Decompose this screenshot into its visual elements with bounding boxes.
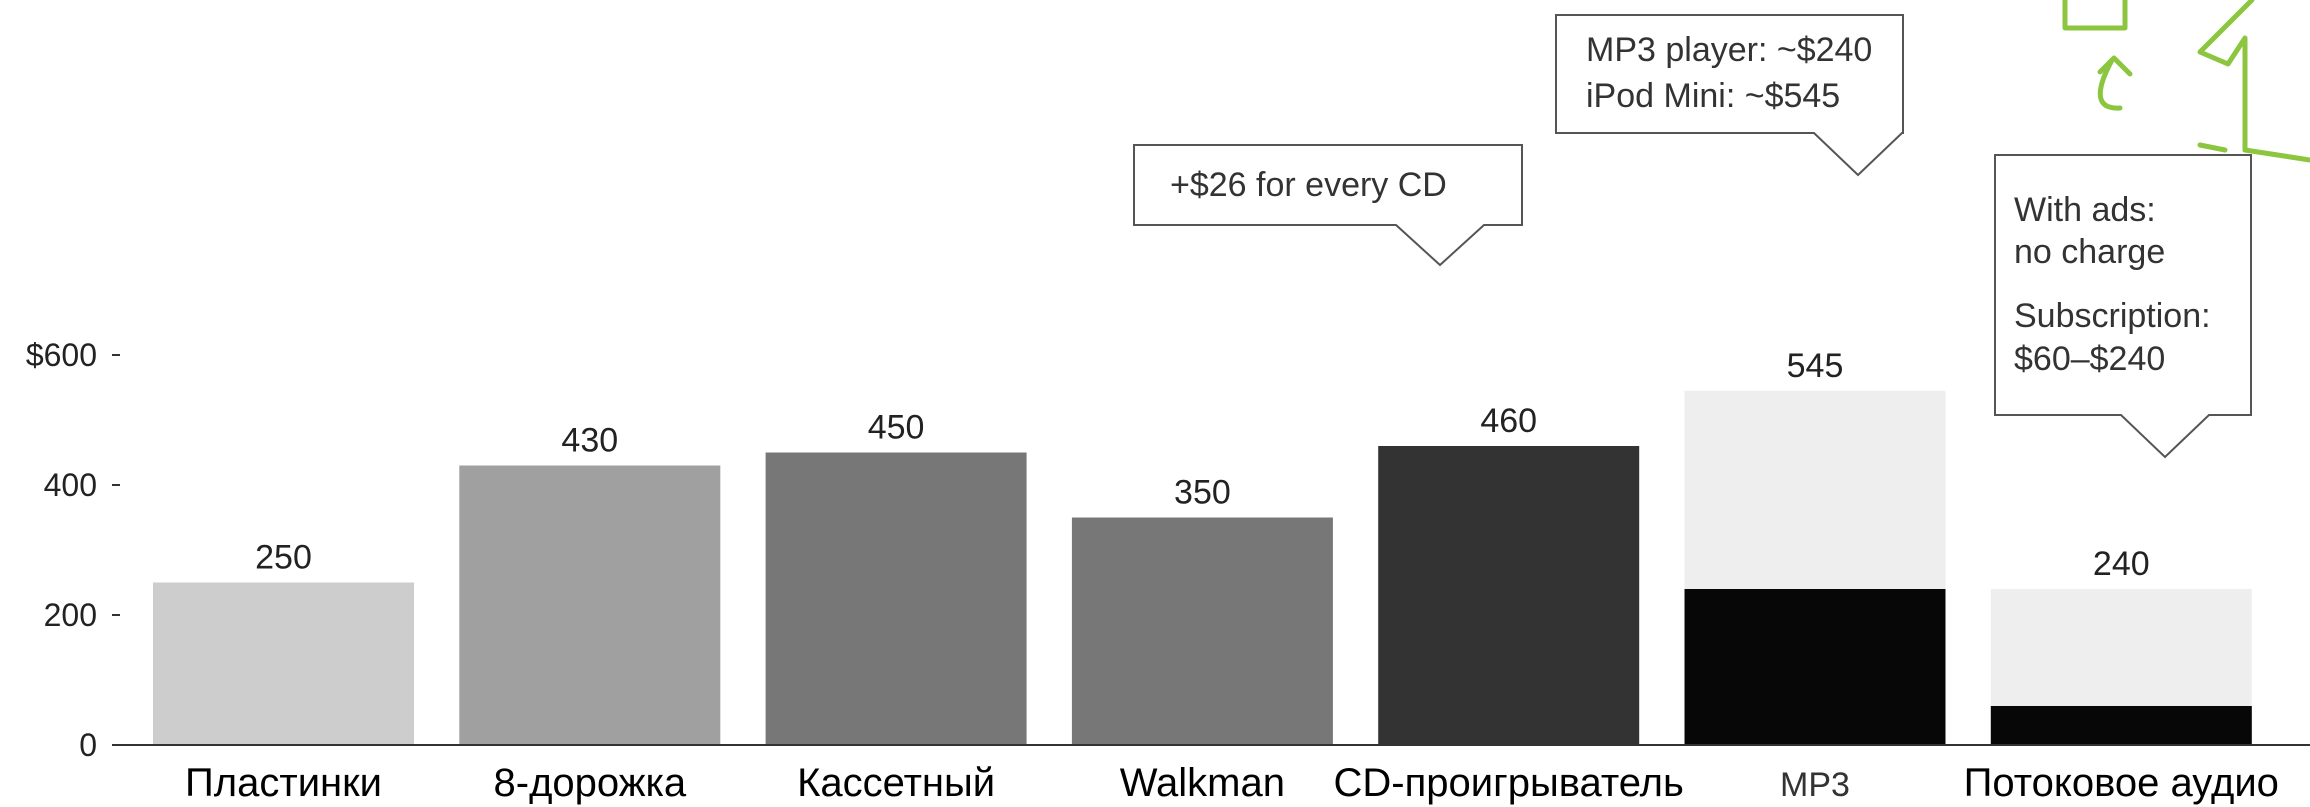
y-tick-label: 200 xyxy=(44,597,97,633)
value-label: 450 xyxy=(868,409,925,447)
callout-text: MP3 player: ~$240 xyxy=(1586,31,1872,69)
bar-кассетный xyxy=(765,452,1027,745)
callout-потоковое-аудио: With ads: no charge Subscription: $60–$240 xyxy=(1994,154,2252,459)
category-label: CD-проигрыватель xyxy=(1334,761,1684,805)
bar-walkman xyxy=(1071,517,1333,745)
callouts: +$26 for every CD MP3 player: ~$240 iPod M… xyxy=(1133,14,2252,459)
category-label: Walkman xyxy=(1120,761,1285,805)
bars xyxy=(153,390,2252,745)
callout-text: $60–$240 xyxy=(2014,340,2165,378)
value-label: 545 xyxy=(1787,347,1844,385)
callout-mp3: MP3 player: ~$240 iPod Mini: ~$545 xyxy=(1555,14,1904,177)
callout-box xyxy=(1994,154,2252,459)
callout-box xyxy=(1555,14,1904,177)
callout-text: iPod Mini: ~$545 xyxy=(1586,77,1840,115)
y-tick-label: $600 xyxy=(26,337,97,373)
bar-base-mp3 xyxy=(1684,589,1946,745)
callout-cd-проигрыватель: +$26 for every CD xyxy=(1133,144,1523,267)
category-labels: Пластинки 8-дорожка Кассетный Walkman CD-про… xyxy=(185,761,2279,805)
callout-text: With ads: xyxy=(2014,191,2156,229)
value-label: 460 xyxy=(1480,402,1537,440)
value-label: 250 xyxy=(255,539,312,577)
callout-box xyxy=(1133,144,1523,267)
category-label: Пластинки xyxy=(185,761,382,805)
y-tick-label: 400 xyxy=(44,467,97,503)
bar-пластинки xyxy=(153,582,414,745)
category-label: Кассетный xyxy=(797,761,995,805)
recycle-arrows-icon xyxy=(2062,0,2310,163)
y-axis: 0 200 400 $600 xyxy=(26,337,120,763)
bar-8-дорожка xyxy=(459,465,721,745)
category-label: 8-дорожка xyxy=(494,761,687,805)
value-label: 430 xyxy=(561,422,618,460)
value-label: 240 xyxy=(2093,545,2150,583)
value-labels: 250 430 450 350 460 545 240 xyxy=(255,347,2150,583)
value-label: 350 xyxy=(1174,474,1231,512)
callout-text: Subscription: xyxy=(2014,297,2211,335)
category-label: Потоковое аудио xyxy=(1964,761,2279,805)
callout-text: no charge xyxy=(2014,233,2165,271)
y-tick-label: 0 xyxy=(79,727,97,763)
callout-text: +$26 for every CD xyxy=(1170,166,1447,204)
bar-cd-проигрыватель xyxy=(1378,446,1640,745)
category-label: MP3 xyxy=(1780,766,1850,804)
bar-base-потоковое-аудио xyxy=(1990,706,2252,745)
